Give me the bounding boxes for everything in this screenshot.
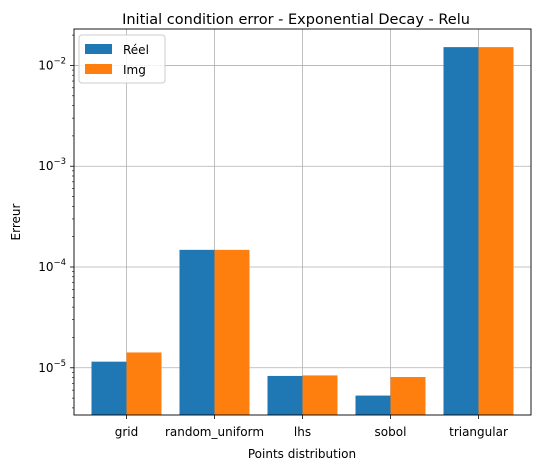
y-axis-label: Erreur: [9, 203, 23, 240]
legend-label: Réel: [123, 43, 149, 57]
bar: [267, 375, 303, 415]
bar: [478, 47, 514, 416]
x-tick-label: grid: [115, 425, 139, 439]
bar: [302, 375, 338, 415]
bar: [214, 249, 250, 415]
bar: [443, 47, 479, 416]
y-tick-label: 10−5: [38, 359, 66, 375]
x-tick-label: random_uniform: [165, 425, 264, 439]
x-tick-label: triangular: [449, 425, 508, 439]
y-tick-label: 10−2: [38, 56, 66, 72]
y-tick-label: 10−4: [38, 258, 66, 274]
axis-ticks: grid random_uniform lhs sobol triangular 10−5…: [38, 34, 508, 439]
bar: [126, 352, 162, 415]
bar: [355, 395, 391, 415]
legend: Réel Img: [78, 34, 166, 84]
x-axis-label: Points distribution: [248, 447, 356, 461]
x-tick-label: sobol: [375, 425, 407, 439]
legend-swatch: [85, 64, 112, 74]
bars: [91, 47, 514, 416]
bar: [390, 377, 426, 415]
chart-title: Initial condition error - Exponential De…: [122, 12, 470, 28]
legend-swatch: [85, 44, 112, 54]
x-tick-label: lhs: [294, 425, 311, 439]
legend-label: Img: [123, 63, 146, 77]
y-tick-label: 10−3: [38, 157, 66, 173]
bar: [91, 361, 127, 415]
bar: [179, 249, 215, 415]
legend-box: [78, 34, 166, 84]
